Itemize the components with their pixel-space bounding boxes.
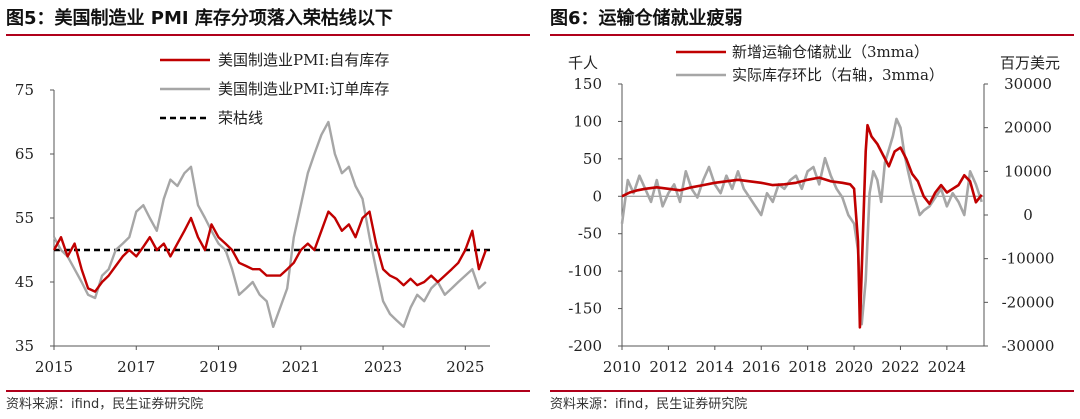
transport-employment-chart: 千人 百万美元 -200 -150 -100 -50 0 50 100 150 -30000 -200… [568, 43, 1060, 376]
series-line [52, 120, 487, 328]
x-tick-label: 2025 [446, 358, 484, 376]
x-tick-label: 2023 [364, 358, 402, 376]
y-tick-label: 75 [15, 81, 34, 99]
y-tick-label: -150 [568, 300, 602, 318]
chart-panel-pmi-inventory: 图5：美国制造业 PMI 库存分项落入荣枯线以下 35 45 55 65 75 2015 2… [0, 0, 536, 419]
pmi-inventory-chart: 35 45 55 65 75 2015 2017 2019 2021 2023 2025 美国制造业P… [15, 51, 490, 376]
x-tick-label: 2015 [35, 358, 73, 376]
x-tick-label: 2018 [789, 358, 827, 376]
legend-label: 荣枯线 [218, 109, 263, 127]
x-tick-label: 2024 [928, 358, 966, 376]
y-tick-label: 45 [15, 273, 34, 291]
y2-tick-label: -30000 [1002, 337, 1055, 355]
chart-source: 资料来源：ifind，民生证券研究院 [550, 390, 1074, 418]
y-tick-label: 65 [15, 145, 34, 163]
y-tick-label: -200 [568, 337, 602, 355]
x-tick-label: 2019 [199, 358, 237, 376]
y-tick-label: 50 [583, 150, 602, 168]
legend-label: 美国制造业PMI:自有库存 [218, 51, 389, 69]
chart-title: 图6：运输仓储就业疲弱 [550, 4, 1074, 36]
y2-tick-label: 20000 [1004, 119, 1052, 137]
chart-title: 图5：美国制造业 PMI 库存分项落入荣枯线以下 [6, 4, 530, 36]
y-tick-label: -100 [568, 262, 602, 280]
y-tick-label: 0 [592, 187, 602, 205]
legend-label: 美国制造业PMI:订单库存 [218, 80, 389, 98]
x-tick-label: 2017 [117, 358, 155, 376]
x-tick-label: 2014 [696, 358, 734, 376]
series-line [621, 123, 983, 329]
x-tick-label: 2012 [649, 358, 687, 376]
y2-tick-label: 10000 [1004, 162, 1052, 180]
y-tick-label: 100 [573, 112, 602, 130]
x-tick-label: 2022 [881, 358, 919, 376]
x-tick-label: 2021 [282, 358, 320, 376]
y2-tick-label: 30000 [1004, 75, 1052, 93]
y-tick-label: 150 [573, 75, 602, 93]
x-tick-label: 2010 [603, 358, 641, 376]
y2-tick-label: 0 [1023, 206, 1033, 224]
legend-label: 新增运输仓储就业（3mma） [732, 43, 929, 61]
y2-axis-label: 百万美元 [1000, 54, 1060, 72]
y2-tick-label: -20000 [1002, 293, 1055, 311]
chart-source: 资料来源：ifind，民生证券研究院 [6, 390, 530, 418]
y-tick-label: 35 [15, 337, 34, 355]
y-axis-label: 千人 [568, 54, 598, 72]
chart-panel-transport-employment: 图6：运输仓储就业疲弱 千人 百万美元 -200 -150 -100 -50 0 50 100 1… [544, 0, 1080, 419]
legend-label: 实际库存环比（右轴，3mma） [732, 66, 944, 84]
x-tick-label: 2016 [742, 358, 780, 376]
series-line [620, 117, 983, 326]
y2-tick-label: -10000 [1002, 250, 1055, 268]
y-tick-label: 55 [15, 209, 34, 227]
series-line [52, 210, 488, 293]
y-tick-label: -50 [578, 225, 602, 243]
x-tick-label: 2020 [835, 358, 873, 376]
